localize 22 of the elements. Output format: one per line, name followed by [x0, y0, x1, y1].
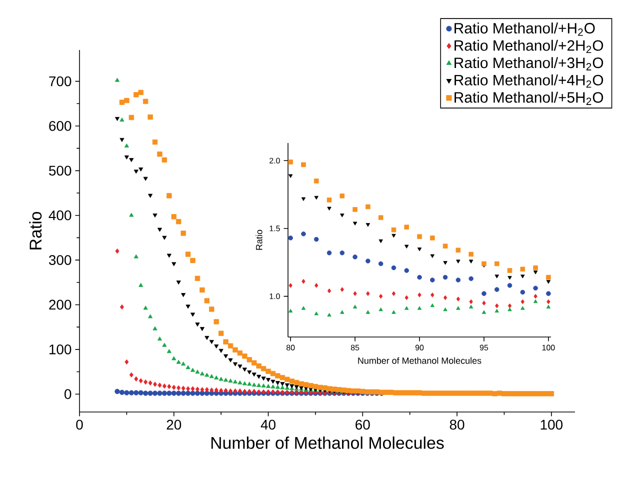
y-tick-label: 200: [49, 300, 72, 310]
legend-label: Ratio Methanol/+2H$_{2}$O: [454, 40, 604, 54]
x-tick-label: 40: [260, 420, 276, 430]
y-tick-label: 700: [49, 76, 72, 86]
y-tick-label: 0: [64, 389, 72, 400]
y-tick-label: 500: [49, 166, 72, 176]
x-axis-title: Number of Methanol Molecules: [211, 436, 444, 449]
x-tick-label: 20: [166, 420, 182, 430]
legend-label: Ratio Methanol/+3H$_{2}$O: [454, 57, 604, 70]
y-tick-label: 300: [48, 255, 72, 265]
legend-label: Ratio Methanol/+4H$_{2}$O: [454, 74, 604, 88]
y-tick-label: 600: [49, 121, 72, 131]
x-tick-label: 60: [356, 420, 370, 430]
y-axis-title: Ratio: [29, 212, 42, 250]
y-axis-title: Ratio: [256, 230, 262, 250]
x-axis-title: Number of Methanol Molecules: [358, 357, 482, 364]
legend-label: Ratio Methanol/+5H$_{2}$O: [454, 92, 604, 105]
x-tick-label: 100: [540, 420, 563, 430]
legend-label: Ratio Methanol/+H$_{2}$O: [454, 22, 595, 36]
x-tick-label: 0: [76, 420, 83, 430]
y-tick-label: 400: [48, 210, 72, 220]
x-tick-label: 80: [450, 420, 464, 430]
